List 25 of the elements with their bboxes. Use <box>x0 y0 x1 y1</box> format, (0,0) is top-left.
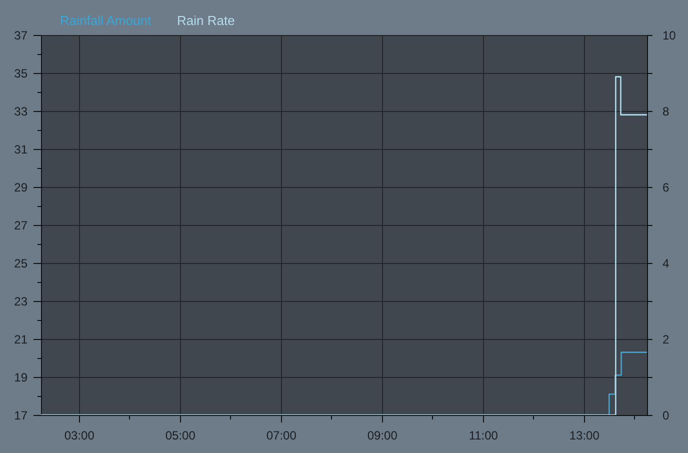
y-tick-label: 33 <box>14 104 28 118</box>
x-tick-label: 09:00 <box>367 428 398 442</box>
y-tick-label: 29 <box>14 180 28 194</box>
x-tick-label: 05:00 <box>165 428 196 442</box>
y2-tick-label: 2 <box>662 332 670 346</box>
y-tick-label: 37 <box>14 28 28 42</box>
y-tick-label: 19 <box>14 370 28 384</box>
y2-tick-label: 6 <box>662 180 670 194</box>
text: Rain Rate <box>177 12 235 28</box>
y-tick-label: 31 <box>14 142 28 156</box>
y2-tick-label: 0 <box>662 408 670 422</box>
x-tick-label: 07:00 <box>266 428 297 442</box>
x-tick-label: 13:00 <box>569 428 600 442</box>
y2-tick-label: 10 <box>662 28 676 42</box>
y2-tick-label: 4 <box>662 256 670 270</box>
x-tick-label: 03:00 <box>64 428 95 442</box>
text: Rainfall Amount <box>60 12 152 28</box>
y2-tick-label: 8 <box>662 104 670 118</box>
y-tick-label: 21 <box>14 332 28 346</box>
y-tick-label: 27 <box>14 218 28 232</box>
y-tick-label: 17 <box>14 408 28 422</box>
y-tick-label: 23 <box>14 294 28 308</box>
y-tick-label: 25 <box>14 256 28 270</box>
x-tick-label: 11:00 <box>468 428 498 442</box>
y-tick-label: 35 <box>14 66 28 80</box>
